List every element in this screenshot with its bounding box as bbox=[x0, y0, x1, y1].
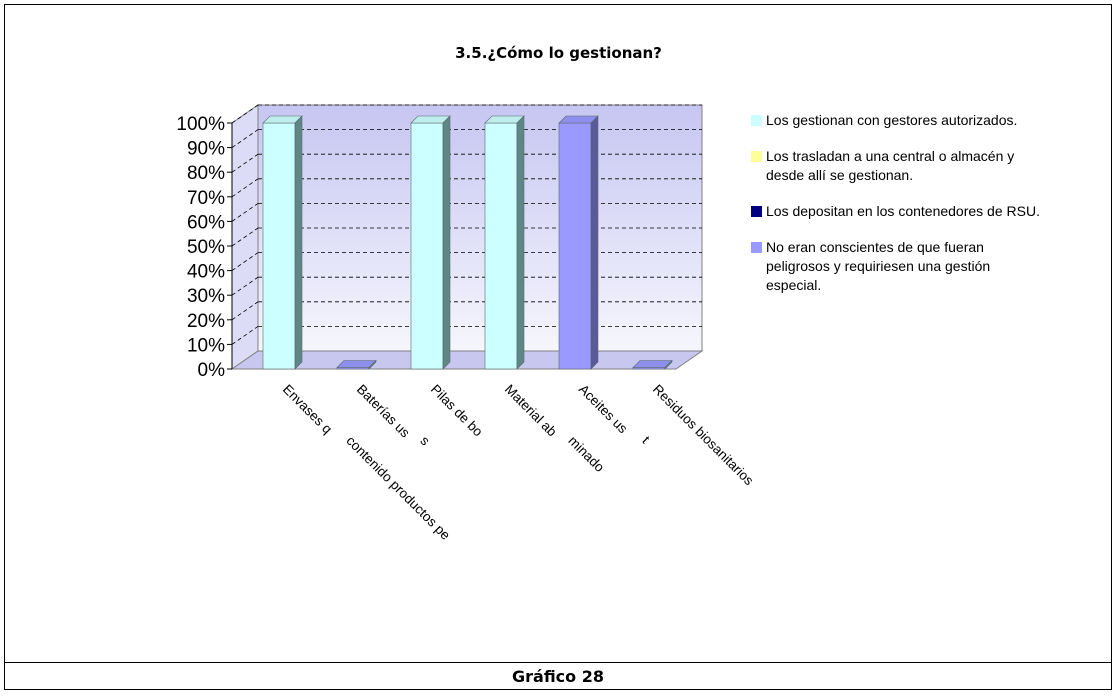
x-axis-label: minado bbox=[565, 433, 607, 475]
x-axis-label-text: contenido productos pe bbox=[343, 433, 453, 543]
floor bbox=[230, 350, 704, 370]
legend: Los gestionan con gestores autorizados. L… bbox=[748, 111, 1048, 312]
y-tick-label: 100% bbox=[176, 114, 225, 135]
x-axis-label: Pilas de bo bbox=[428, 382, 486, 440]
x-axis-label-text: t bbox=[639, 433, 652, 446]
legend-item: Los gestionan con gestores autorizados. bbox=[748, 111, 1048, 130]
x-axis-label-text: Pilas de bo bbox=[428, 382, 486, 440]
x-axis-label: s bbox=[417, 433, 433, 449]
y-tick-label: 30% bbox=[187, 286, 225, 307]
x-axis-label-text: s bbox=[417, 433, 433, 449]
gridline-side bbox=[231, 326, 259, 345]
x-axis-label: Material ab bbox=[502, 382, 560, 440]
legend-swatch bbox=[751, 206, 762, 217]
bar bbox=[410, 122, 444, 370]
y-tick-label: 50% bbox=[187, 237, 225, 258]
x-axis-label: Baterías us bbox=[354, 382, 413, 441]
bar bbox=[262, 122, 296, 370]
plot-background bbox=[230, 104, 704, 370]
gridline-side bbox=[231, 104, 259, 124]
gridline-side bbox=[231, 276, 259, 296]
gridlines bbox=[231, 104, 702, 345]
y-tick-label: 80% bbox=[187, 163, 225, 184]
legend-label: No eran conscientes de que fueran peligr… bbox=[766, 239, 991, 293]
y-tick-label: 60% bbox=[187, 212, 225, 233]
y-tick-label: 40% bbox=[187, 262, 225, 283]
bar-side bbox=[294, 115, 303, 370]
bars bbox=[262, 115, 673, 370]
y-tick-label: 10% bbox=[187, 335, 225, 356]
x-axis-label-text: minado bbox=[565, 433, 607, 475]
x-axis-label-text: Baterías us bbox=[354, 382, 413, 441]
gridline-side bbox=[231, 227, 259, 247]
legend-swatch bbox=[751, 242, 762, 253]
legend-item: No eran conscientes de que fueran peligr… bbox=[748, 238, 1048, 295]
bar-side bbox=[442, 115, 451, 370]
gridline-side bbox=[231, 203, 259, 222]
legend-item: Los trasladan a una central o almacén y … bbox=[748, 147, 1048, 185]
x-axis-label: t bbox=[639, 433, 652, 446]
legend-swatch bbox=[751, 115, 762, 126]
x-axis-label-text: Residuos biosanitarios bbox=[650, 382, 757, 489]
figure-caption: Gráfico 28 bbox=[512, 667, 604, 686]
gridline-side bbox=[231, 129, 259, 148]
legend-swatch bbox=[751, 151, 762, 162]
legend-item: Los depositan en los contenedores de RSU… bbox=[748, 202, 1048, 221]
gridline-side bbox=[231, 153, 259, 173]
y-tick-label: 0% bbox=[198, 360, 226, 381]
bar-side bbox=[664, 359, 673, 370]
bar bbox=[484, 122, 518, 370]
bar-side bbox=[590, 115, 599, 370]
bar-side bbox=[516, 115, 525, 370]
legend-label: Los trasladan a una central o almacén y … bbox=[766, 148, 1015, 183]
chart-frame bbox=[4, 4, 1112, 690]
x-axis-label: Aceites us bbox=[576, 382, 631, 437]
x-axis-label: contenido productos pe bbox=[343, 433, 453, 543]
bar-side bbox=[368, 359, 377, 370]
gridline-side bbox=[231, 301, 259, 321]
chart-title: 3.5.¿Cómo lo gestionan? bbox=[455, 44, 662, 62]
y-axis-ticks: 0% 10% 20% 30% 40% 50% 60% 70% 80% 90% 100% bbox=[176, 114, 233, 381]
y-tick-label: 70% bbox=[187, 188, 225, 209]
caption-row: Gráfico 28 bbox=[4, 662, 1112, 690]
x-axis-label-text: Material ab bbox=[502, 382, 560, 440]
y-tick-label: 20% bbox=[187, 311, 225, 332]
gridline-side bbox=[231, 178, 259, 198]
x-axis-label: Envases q bbox=[280, 382, 335, 437]
legend-label: Los depositan en los contenedores de RSU… bbox=[766, 203, 1040, 219]
y-tick-label: 90% bbox=[187, 139, 225, 160]
x-axis-label: Residuos biosanitarios bbox=[650, 382, 757, 489]
gridline-side bbox=[231, 252, 259, 271]
x-axis-label-text: Envases q bbox=[280, 382, 335, 437]
bar bbox=[558, 122, 592, 370]
legend-label: Los gestionan con gestores autorizados. bbox=[766, 112, 1018, 128]
x-axis-label-text: Aceites us bbox=[576, 382, 631, 437]
